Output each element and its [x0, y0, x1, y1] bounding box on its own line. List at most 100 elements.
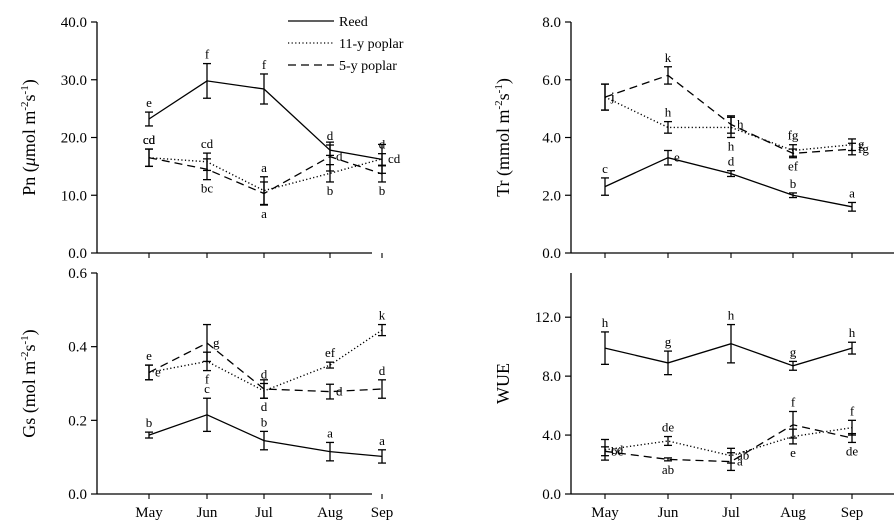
significance-letter: d	[728, 154, 735, 169]
significance-letter: cd	[143, 132, 156, 147]
significance-letter: f	[850, 403, 855, 418]
y-axis-title: Gs (mol m-2s-1)	[19, 329, 40, 437]
y-axis-title-exponent: -1	[19, 85, 31, 94]
significance-letter: ab	[662, 462, 674, 477]
significance-letter: fg	[788, 128, 799, 143]
y-axis-title-unit: mol m	[19, 111, 39, 158]
y-tick-label: 0.0	[68, 246, 87, 262]
y-tick-label: 0.0	[68, 487, 87, 503]
y-axis-title-main: Tr (mmol m	[493, 110, 514, 197]
x-tick-label: Jul	[722, 505, 740, 521]
y-tick-label: 0.4	[68, 340, 87, 356]
y-axis-title: Tr (mmol m-2s-1)	[493, 78, 514, 197]
x-tick-label: Jun	[658, 505, 679, 521]
y-tick-label: 40.0	[61, 15, 87, 31]
significance-letter: k	[665, 50, 672, 65]
y-axis-title-unit-s: s	[19, 94, 39, 101]
significance-letter: b	[790, 176, 797, 191]
significance-letter: d	[327, 128, 334, 143]
y-axis-title-main: Pn (	[19, 166, 40, 196]
significance-letter: d	[336, 384, 343, 399]
significance-letter: g	[213, 335, 220, 350]
series-line-reed	[148, 80, 383, 161]
y-tick-label: 0.0	[542, 246, 561, 262]
significance-letter: f	[791, 394, 796, 409]
significance-letter: ef	[788, 159, 799, 174]
significance-letter: f	[205, 47, 210, 62]
significance-letter: b	[379, 183, 386, 198]
y-tick-label: 30.0	[61, 73, 87, 89]
legend-label: 5-y poplar	[339, 59, 397, 74]
y-tick-label: 0.6	[68, 266, 87, 282]
y-axis-title-main: WUE	[493, 363, 513, 404]
significance-letter: h	[728, 308, 735, 323]
significance-letter: a	[379, 433, 385, 448]
significance-letter: g	[858, 137, 865, 152]
y-axis-title-unit-s: s	[493, 93, 513, 100]
significance-letter: e	[146, 95, 152, 110]
significance-letter: i	[611, 89, 615, 104]
y-axis-title-exponent: -2	[493, 100, 505, 109]
significance-letter: f	[205, 372, 210, 387]
legend-label: 11-y poplar	[339, 37, 404, 52]
significance-letter: h	[665, 105, 672, 120]
series-line-5-y-poplar	[604, 424, 853, 463]
y-axis-title-close: )	[493, 78, 514, 84]
significance-letter: k	[379, 308, 386, 323]
y-axis-title-exponent: -1	[493, 84, 505, 93]
significance-letter: cd	[201, 136, 214, 151]
significance-letter: a	[849, 185, 855, 200]
x-tick-label: Sep	[371, 505, 394, 521]
y-axis-title-exponent: -2	[19, 352, 31, 361]
significance-letter: e	[146, 348, 152, 363]
y-tick-label: 20.0	[61, 131, 87, 147]
significance-letter: g	[790, 344, 797, 359]
x-tick-label: Jul	[255, 505, 273, 521]
y-tick-label: 8.0	[542, 15, 561, 31]
significance-letter: a	[261, 160, 267, 175]
significance-letter: j	[610, 89, 615, 104]
series-line-5-y-poplar	[148, 342, 383, 393]
significance-letter: bc	[611, 443, 624, 458]
significance-letter: h	[728, 139, 735, 154]
y-tick-label: 6.0	[542, 73, 561, 89]
y-axis-title-close: )	[19, 329, 40, 335]
y-tick-label: 2.0	[542, 188, 561, 204]
significance-letter: d	[261, 367, 268, 382]
significance-letter: e	[790, 445, 796, 460]
significance-letter: f	[262, 57, 267, 72]
y-axis-title: Pn (μmol m-2s-1)	[19, 79, 40, 195]
significance-letter: b	[327, 183, 334, 198]
significance-letter: d	[336, 149, 343, 164]
y-tick-label: 4.0	[542, 131, 561, 147]
significance-letter: a	[261, 206, 267, 221]
y-tick-label: 4.0	[542, 428, 561, 444]
x-tick-label: Sep	[841, 505, 864, 521]
legend-label: Reed	[339, 15, 368, 30]
significance-letter: b	[261, 414, 268, 429]
significance-letter: d	[379, 363, 386, 378]
series-line-11-y-poplar	[604, 427, 853, 457]
legend: Reed 11-y poplar 5-y poplar	[288, 15, 404, 74]
significance-letter: a	[327, 425, 333, 440]
significance-letter: cd	[388, 151, 401, 166]
y-axis-title-unit-s: s	[19, 344, 39, 351]
y-tick-label: 0.0	[542, 487, 561, 503]
y-tick-label: 8.0	[542, 369, 561, 385]
y-tick-label: 12.0	[535, 310, 561, 326]
significance-letter: ab	[737, 448, 749, 463]
significance-letter: de	[846, 443, 859, 458]
significance-letter: h	[602, 315, 609, 330]
significance-letter: bc	[201, 181, 214, 196]
x-tick-label: May	[135, 505, 163, 521]
significance-letter: e	[674, 150, 680, 165]
significance-letter: d	[261, 399, 268, 414]
panel-tr: 0.0 2.0 4.0 6.0 8.0 Tr (mmol m-2s-1) c e d b a i h h f…	[493, 15, 894, 262]
significance-letter: c	[602, 161, 608, 176]
significance-letter: c	[204, 381, 210, 396]
series-line-11-y-poplar	[148, 329, 383, 392]
y-axis-title: WUE	[493, 363, 513, 404]
y-tick-label: 10.0	[61, 188, 87, 204]
